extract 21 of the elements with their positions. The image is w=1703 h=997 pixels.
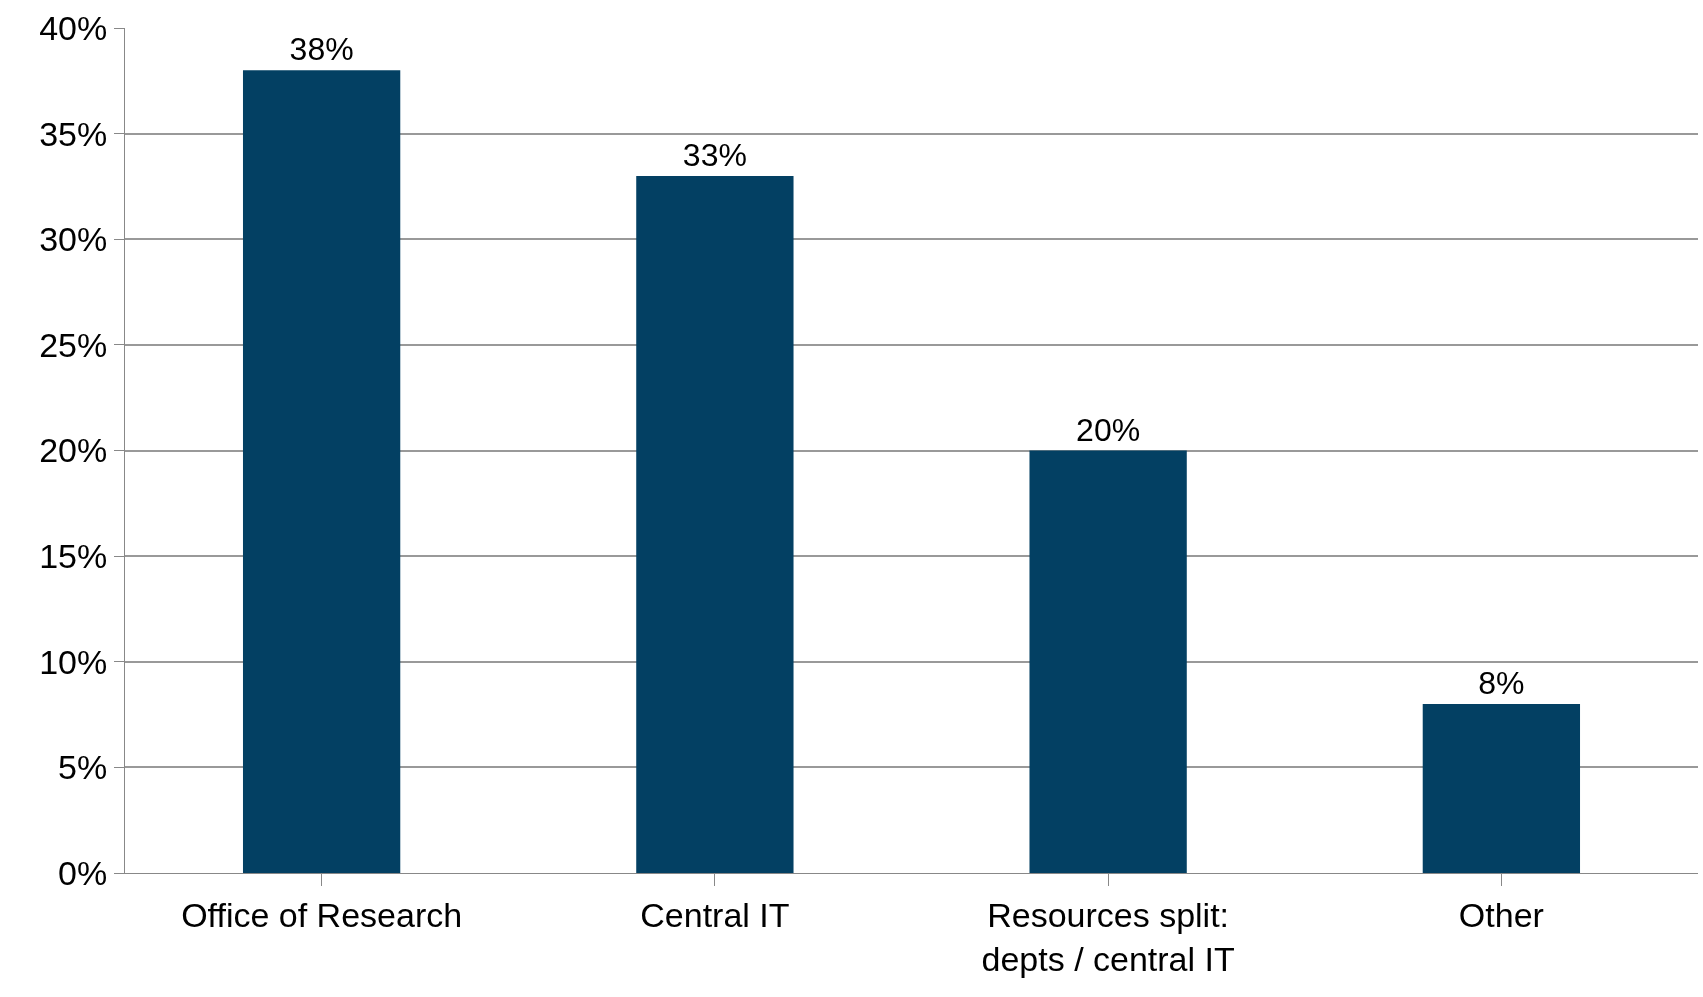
y-tick-label: 15% [39, 537, 108, 576]
data-label: 38% [289, 31, 354, 68]
y-tick-label: 30% [39, 220, 108, 259]
x-tick-label: Central IT [640, 895, 790, 934]
y-tick-label: 20% [39, 431, 108, 470]
y-tick-label: 5% [58, 748, 108, 787]
y-tick-label: 0% [58, 853, 108, 892]
bar [242, 70, 401, 873]
y-tick-label: 10% [39, 642, 108, 681]
data-label: 8% [1478, 665, 1525, 701]
data-label: 33% [682, 136, 747, 173]
bar [1422, 704, 1581, 873]
y-tick-label: 35% [39, 114, 108, 153]
bar [1029, 450, 1187, 873]
x-tick-label: Office of Research [181, 895, 463, 934]
y-tick-label: 40% [39, 8, 108, 47]
y-tick-label: 25% [39, 325, 108, 364]
data-label: 20% [1076, 411, 1141, 448]
x-tick-label: Resources split: depts / central IT [981, 895, 1235, 978]
bar [636, 175, 794, 873]
x-tick-label: Other [1458, 895, 1544, 934]
